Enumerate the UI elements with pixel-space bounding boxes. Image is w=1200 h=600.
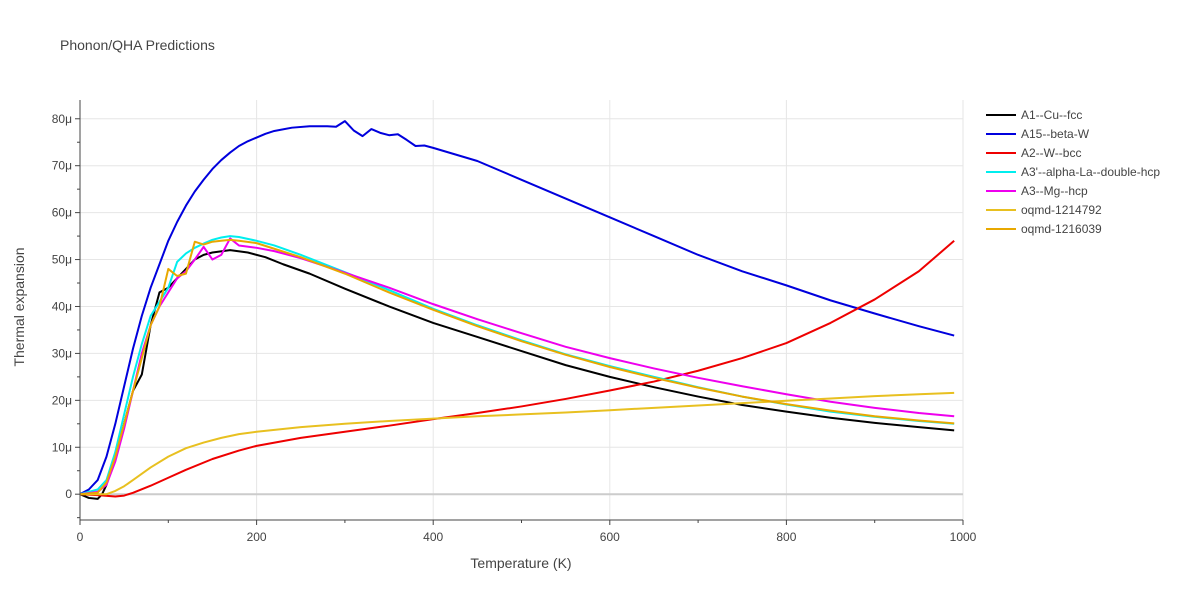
legend-item[interactable]: A2--W--bcc bbox=[986, 146, 1081, 160]
series-line-1[interactable] bbox=[79, 249, 955, 500]
series-line-6[interactable] bbox=[80, 391, 955, 496]
y-axis-title: Thermal expansion bbox=[11, 247, 27, 366]
legend-item[interactable]: A15--beta-W bbox=[986, 127, 1090, 141]
legend-item[interactable]: A3'--alpha-La--double-hcp bbox=[986, 165, 1160, 179]
y-tick-label: 20μ bbox=[52, 393, 72, 407]
series-line-4[interactable] bbox=[79, 235, 955, 496]
x-tick-label: 200 bbox=[247, 530, 267, 544]
y-tick-label: 10μ bbox=[52, 440, 72, 454]
legend-label: oqmd-1214792 bbox=[1021, 203, 1102, 217]
x-tick-label: 0 bbox=[77, 530, 84, 544]
legend-label: oqmd-1216039 bbox=[1021, 222, 1102, 236]
x-tick-label: 800 bbox=[776, 530, 796, 544]
y-tick-label: 60μ bbox=[52, 206, 72, 220]
y-tick-label: 50μ bbox=[52, 253, 72, 267]
legend-item[interactable]: oqmd-1214792 bbox=[986, 203, 1102, 217]
legend-item[interactable]: oqmd-1216039 bbox=[986, 222, 1102, 236]
legend-label: A15--beta-W bbox=[1021, 127, 1090, 141]
y-tick-label: 30μ bbox=[52, 346, 72, 360]
chart-title: Phonon/QHA Predictions bbox=[60, 37, 215, 53]
x-tick-label: 400 bbox=[423, 530, 443, 544]
legend-label: A1--Cu--fcc bbox=[1021, 108, 1082, 122]
series-line-5[interactable] bbox=[79, 237, 955, 496]
legend-label: A3'--alpha-La--double-hcp bbox=[1021, 165, 1160, 179]
y-tick-label: 40μ bbox=[52, 299, 72, 313]
series-line-7[interactable] bbox=[79, 238, 955, 496]
legend[interactable]: A1--Cu--fcc A15--beta-W A2--W--bcc A3'--alp… bbox=[986, 108, 1160, 236]
series-line-3[interactable] bbox=[79, 240, 955, 498]
legend-label: A3--Mg--hcp bbox=[1021, 184, 1088, 198]
series-layer bbox=[79, 120, 955, 500]
y-tick-label: 0 bbox=[65, 487, 72, 501]
legend-item[interactable]: A1--Cu--fcc bbox=[986, 108, 1082, 122]
x-axis-title: Temperature (K) bbox=[470, 555, 571, 571]
y-tick-label: 70μ bbox=[52, 159, 72, 173]
x-tick-label: 600 bbox=[600, 530, 620, 544]
legend-label: A2--W--bcc bbox=[1021, 146, 1081, 160]
x-tick-label: 1000 bbox=[950, 530, 977, 544]
axis-layer: 0 200 400 600 800 1000 0 10μ 20μ 30μ 40μ 50μ 60μ 70μ 8… bbox=[52, 100, 977, 544]
series-line-2[interactable] bbox=[79, 120, 955, 496]
legend-item[interactable]: A3--Mg--hcp bbox=[986, 184, 1088, 198]
grid-layer bbox=[80, 100, 964, 520]
y-tick-label: 80μ bbox=[52, 112, 72, 126]
